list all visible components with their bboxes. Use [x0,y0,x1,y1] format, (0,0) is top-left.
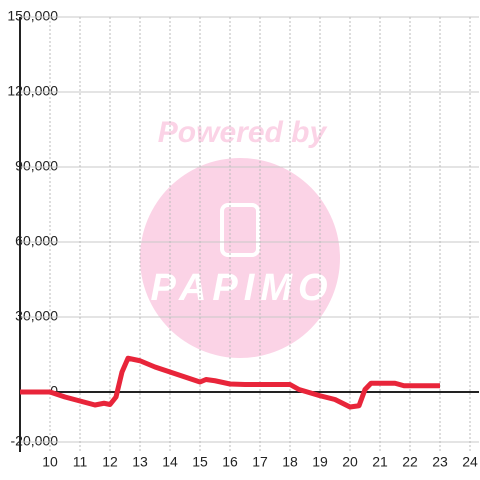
y-tick-label: 30,000 [15,308,58,324]
x-tick-label: 10 [42,454,58,470]
watermark-icon [220,203,260,257]
x-tick-label: 15 [192,454,208,470]
y-tick-label: 0 [50,383,58,399]
x-tick-label: 24 [462,454,478,470]
x-tick-label: 19 [312,454,328,470]
x-tick-label: 11 [73,454,88,470]
x-tick-label: 22 [402,454,418,470]
y-tick-label: 120,000 [7,83,58,99]
x-tick-label: 20 [342,454,358,470]
x-tick-label: 21 [372,454,388,470]
x-tick-label: 23 [432,454,448,470]
watermark-logo: PAPIMO [150,267,333,309]
x-tick-label: 16 [222,454,238,470]
y-tick-label: 150,000 [7,8,58,24]
x-tick-label: 17 [252,454,268,470]
x-tick-label: 13 [132,454,148,470]
y-tick-label: -20,000 [11,433,59,449]
y-tick-label: 90,000 [15,158,58,174]
line [20,355,440,410]
x-tick-label: 14 [162,454,178,470]
watermark-circle [140,158,340,358]
watermark-text: Powered by [158,116,328,149]
x-tick-label: 12 [102,454,118,470]
x-tick-label: 18 [282,454,298,470]
y-tick-label: 60,000 [15,233,58,249]
